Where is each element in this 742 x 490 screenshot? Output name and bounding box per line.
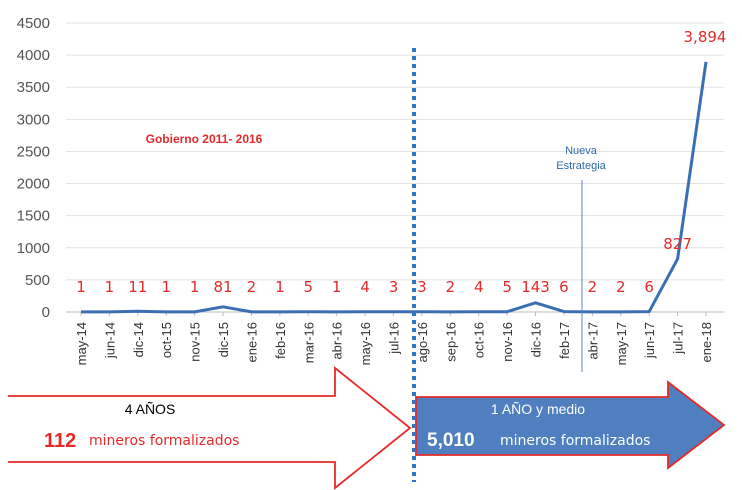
data-label: 5: [502, 278, 512, 296]
data-label: 1: [190, 278, 200, 296]
right-period-title: 1 AÑO y medio: [491, 401, 585, 417]
data-label: 11: [128, 278, 147, 296]
data-label: 2: [588, 278, 598, 296]
data-label: 1: [332, 278, 342, 296]
data-label: 3: [417, 278, 427, 296]
x-tick-label: jun-17: [642, 322, 657, 359]
x-tick-label: mar-16: [301, 322, 316, 363]
y-tick-label: 2000: [17, 176, 50, 193]
y-tick-label: 3500: [17, 79, 50, 96]
x-axis: may-14 jun-14 dic-14 oct-15 nov-15 dic-15 ene-…: [74, 312, 714, 365]
left-period-arrow: [8, 366, 412, 490]
right-period-text: mineros formalizados: [500, 433, 650, 449]
left-period-text: mineros formalizados: [89, 433, 239, 449]
y-tick-label: 2500: [17, 143, 50, 160]
data-label: 2: [446, 278, 456, 296]
data-label: 3,894: [684, 28, 727, 46]
x-tick-label: feb-17: [557, 322, 572, 359]
gobierno-label: Gobierno 2011- 2016: [146, 132, 263, 146]
data-label: 143: [521, 278, 550, 296]
y-tick-label: 1500: [17, 208, 50, 225]
y-tick-label: 4000: [17, 47, 50, 64]
data-label: 1: [76, 278, 86, 296]
x-tick-label: jun-14: [102, 322, 117, 359]
y-axis: 0 500 1000 1500 2000 2500 3000 3500 4000 4500: [17, 15, 50, 321]
y-tick-label: 3000: [17, 111, 50, 128]
nueva-label-line2: Estrategia: [556, 160, 606, 172]
series-line: [81, 61, 708, 314]
data-label: 2: [616, 278, 626, 296]
x-tick-label: nov-16: [500, 322, 515, 362]
x-tick-label: jul-17: [671, 322, 686, 355]
x-tick-label: dic-15: [216, 322, 231, 357]
data-label: 5: [303, 278, 313, 296]
data-label: 3: [389, 278, 399, 296]
data-label: 1: [161, 278, 171, 296]
data-label: 4: [474, 278, 484, 296]
x-tick-label: dic-16: [529, 322, 544, 357]
x-tick-label: may-14: [74, 322, 89, 365]
x-tick-label: abr-16: [330, 322, 345, 360]
x-tick-label: oct-15: [159, 322, 174, 358]
left-period-count: 112: [44, 430, 76, 452]
left-period-title: 4 AÑOS: [125, 401, 176, 417]
y-tick-label: 500: [25, 272, 50, 289]
data-label: 6: [644, 278, 654, 296]
x-tick-label: ago-16: [415, 322, 430, 362]
x-tick-label: may-17: [614, 322, 629, 365]
x-tick-label: sep-16: [443, 322, 458, 362]
x-tick-label: ene-16: [244, 322, 259, 362]
data-label: 1: [275, 278, 285, 296]
x-tick-label: nov-15: [188, 322, 203, 362]
y-tick-label: 1000: [17, 240, 50, 257]
x-tick-label: may-16: [358, 322, 373, 365]
y-tick-label: 4500: [17, 15, 50, 32]
data-label: 4: [360, 278, 370, 296]
x-tick-label: feb-16: [273, 322, 288, 359]
data-label: 81: [213, 278, 232, 296]
x-tick-label: jul-16: [387, 322, 402, 355]
data-label: 6: [559, 278, 569, 296]
right-period-count: 5,010: [427, 430, 475, 451]
x-tick-label: oct-16: [472, 322, 487, 358]
y-tick-label: 0: [42, 304, 50, 321]
x-tick-label: abr-17: [585, 322, 600, 360]
data-label: 1: [105, 278, 115, 296]
right-period-arrow: [415, 380, 726, 470]
data-label: 2: [247, 278, 257, 296]
gridlines: [66, 22, 724, 313]
x-tick-label: ene-18: [699, 322, 714, 362]
data-label: 827: [663, 235, 692, 253]
nueva-label-line1: Nueva: [565, 145, 598, 157]
x-tick-label: dic-14: [131, 322, 146, 357]
